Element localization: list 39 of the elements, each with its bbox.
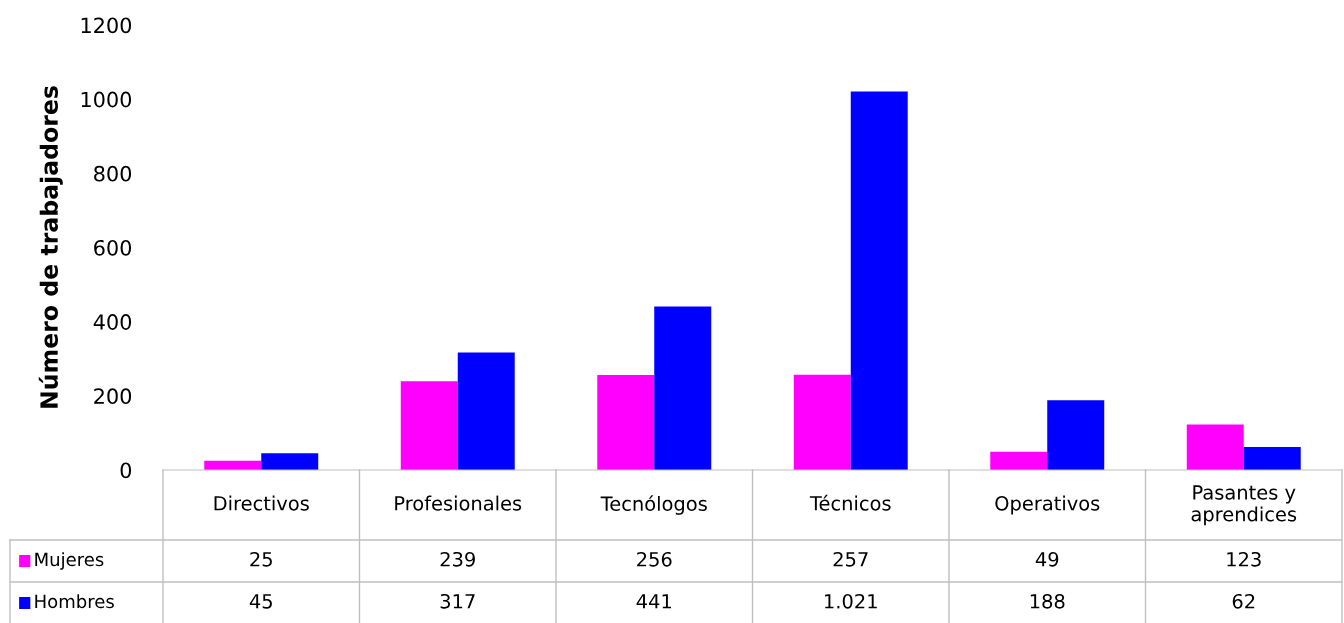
- bar: [1186, 424, 1244, 470]
- x-tick-label: Directivos: [214, 495, 309, 511]
- data-label: 317: [440, 593, 475, 609]
- data-label: 45: [249, 594, 272, 609]
- y-tick-label: 400: [93, 314, 132, 330]
- bar: [1047, 400, 1105, 470]
- y-tick-label: 1200: [81, 17, 132, 34]
- data-label: 62: [1232, 593, 1255, 609]
- bar: [1243, 447, 1301, 470]
- data-label: 441: [636, 594, 672, 609]
- y-axis-title: Número de trabajadores: [38, 86, 63, 408]
- y-tick-label: 200: [94, 388, 132, 405]
- data-label: 256: [637, 551, 672, 567]
- y-tick-label: 0: [120, 462, 132, 479]
- x-tick-label: Pasantes y aprendices: [1191, 485, 1297, 526]
- data-label: 49: [1035, 551, 1059, 567]
- bar: [793, 374, 851, 470]
- x-tick-label: Operativos: [995, 495, 1100, 515]
- legend-label: Hombres: [35, 594, 114, 609]
- data-label: 123: [1227, 551, 1261, 567]
- bar: [400, 381, 458, 470]
- x-tick-label: Profesionales: [395, 495, 522, 511]
- legend-label: Mujeres: [35, 552, 104, 570]
- data-label: 257: [833, 551, 868, 567]
- x-tick-label: Técnicos: [809, 494, 891, 511]
- bar: [457, 352, 515, 470]
- bar: [654, 306, 712, 470]
- data-label: 1.021: [825, 593, 877, 609]
- bar: [597, 375, 655, 470]
- data-label: 188: [1030, 593, 1065, 609]
- data-label: 25: [250, 551, 272, 567]
- x-tick-label: Tecnólogos: [600, 495, 707, 515]
- y-tick-label: 600: [94, 239, 132, 256]
- y-tick-label: 1000: [81, 91, 132, 108]
- data-label: 239: [440, 551, 475, 567]
- bar: [850, 91, 908, 470]
- bar: [990, 451, 1048, 470]
- y-tick-label: 800: [94, 165, 132, 182]
- bar: [261, 453, 319, 470]
